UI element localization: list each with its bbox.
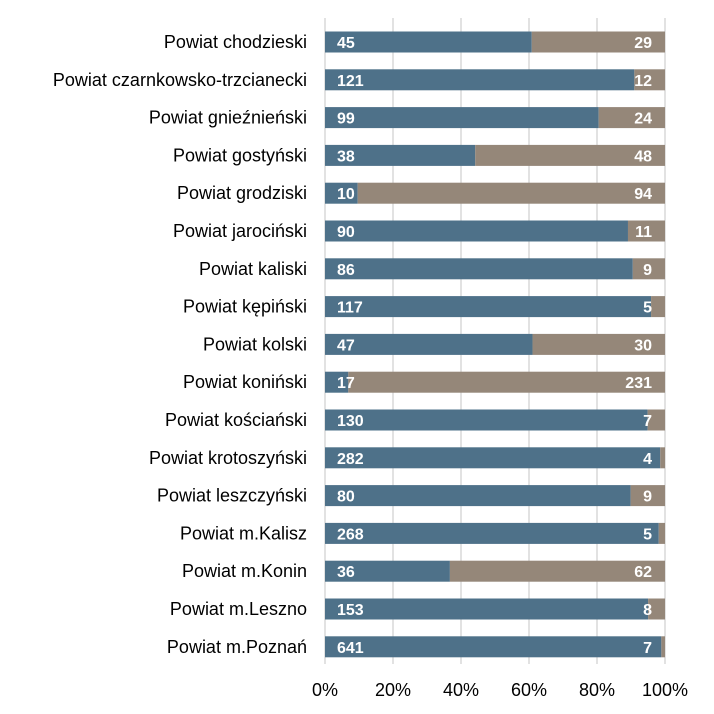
data-label-series-2: 94: [634, 186, 652, 203]
data-label-series-2: 62: [634, 564, 652, 581]
data-label-series-1: 268: [337, 526, 364, 543]
data-label-series-2: 4: [643, 451, 652, 468]
bar-segment-series-2: [648, 598, 665, 620]
bar-segment-series-2: [475, 144, 665, 166]
category-label: Powiat m.Leszno: [170, 599, 307, 619]
category-label: Powiat koniński: [183, 372, 307, 392]
data-label-series-1: 121: [337, 73, 364, 90]
bar-segment-series-1: [325, 522, 659, 544]
data-label-series-2: 5: [643, 526, 652, 543]
bar-segment-series-2: [632, 258, 665, 280]
bar-segment-series-1: [325, 371, 349, 393]
data-label-series-2: 7: [643, 640, 652, 657]
x-tick-label: 0%: [312, 680, 338, 700]
bar-segment-series-2: [357, 182, 665, 204]
data-label-series-1: 47: [337, 337, 355, 354]
bar-segment-series-1: [325, 598, 649, 620]
data-label-series-2: 12: [634, 73, 652, 90]
x-tick-label: 20%: [375, 680, 411, 700]
data-label-series-1: 641: [337, 640, 364, 657]
bar-segment-series-1: [325, 107, 599, 129]
x-tick-label: 40%: [443, 680, 479, 700]
bar-segment-series-1: [325, 560, 450, 582]
bar-segment-series-1: [325, 182, 358, 204]
data-label-series-2: 7: [643, 413, 652, 430]
bar-segment-series-2: [660, 447, 665, 469]
data-label-series-1: 282: [337, 451, 364, 468]
bar-segment-series-1: [325, 31, 532, 53]
data-label-series-2: 8: [643, 602, 652, 619]
bar-segment-series-1: [325, 409, 648, 431]
category-label: Powiat m.Kalisz: [180, 523, 307, 543]
data-label-series-2: 24: [634, 111, 652, 128]
data-label-series-1: 153: [337, 602, 364, 619]
bar-segment-series-1: [325, 636, 662, 658]
bar-segment-series-1: [325, 447, 661, 469]
data-label-series-1: 45: [337, 35, 355, 52]
data-label-series-1: 80: [337, 489, 355, 506]
bar-segment-series-2: [449, 560, 665, 582]
bar-segment-series-1: [325, 258, 633, 280]
category-label: Powiat m.Poznań: [167, 637, 307, 657]
bar-segment-series-2: [531, 31, 665, 53]
bar-segment-series-1: [325, 220, 628, 242]
bar-segment-series-2: [634, 69, 665, 91]
bar-segment-series-1: [325, 296, 652, 318]
category-label: Powiat kępiński: [183, 297, 307, 317]
bar-segment-series-2: [658, 522, 665, 544]
data-label-series-1: 117: [337, 300, 363, 317]
data-label-series-2: 231: [625, 375, 652, 392]
x-tick-label: 80%: [579, 680, 615, 700]
data-label-series-1: 36: [337, 564, 355, 581]
category-label: Powiat gnieźnieński: [149, 108, 307, 128]
data-label-series-2: 11: [635, 224, 652, 241]
category-label: Powiat m.Konin: [182, 561, 307, 581]
category-labels: Powiat chodzieski Powiat czarnkowsko-trzc…: [53, 32, 307, 657]
category-label: Powiat leszczyński: [157, 486, 307, 506]
data-label-series-2: 9: [643, 262, 652, 279]
category-label: Powiat kaliski: [199, 259, 307, 279]
bar-segment-series-2: [532, 333, 665, 355]
data-label-series-1: 90: [337, 224, 355, 241]
data-label-series-2: 29: [634, 35, 652, 52]
bar-segment-series-2: [647, 409, 665, 431]
data-label-series-1: 130: [337, 413, 364, 430]
bar-segment-series-1: [325, 333, 533, 355]
data-label-series-1: 99: [337, 111, 355, 128]
bar-segment-series-1: [325, 144, 476, 166]
bar-segment-series-2: [627, 220, 665, 242]
data-label-series-2: 5: [643, 300, 652, 317]
bar-segment-series-2: [661, 636, 665, 658]
data-label-series-2: 30: [634, 337, 652, 354]
bar-segment-series-2: [630, 485, 665, 507]
category-label: Powiat kolski: [203, 334, 307, 354]
x-tick-label: 60%: [511, 680, 547, 700]
data-label-series-1: 86: [337, 262, 355, 279]
data-label-series-1: 17: [337, 375, 355, 392]
bar-segment-series-1: [325, 485, 631, 507]
x-tick-label: 100%: [642, 680, 688, 700]
category-label: Powiat gostyński: [173, 145, 307, 165]
data-label-series-1: 10: [337, 186, 355, 203]
category-label: Powiat jarociński: [173, 221, 307, 241]
category-label: Powiat chodzieski: [164, 32, 307, 52]
bar-segment-series-1: [325, 69, 635, 91]
data-label-series-1: 38: [337, 148, 355, 165]
bar-segment-series-2: [348, 371, 665, 393]
category-label: Powiat czarnkowsko-trzcianecki: [53, 70, 307, 90]
category-label: Powiat krotoszyński: [149, 448, 307, 468]
x-axis-ticks: 0% 20% 40% 60% 80% 100%: [312, 680, 688, 700]
bar-segment-series-2: [651, 296, 665, 318]
category-label: Powiat grodziski: [177, 183, 307, 203]
category-label: Powiat kościański: [165, 410, 307, 430]
bars: [325, 31, 665, 658]
data-label-series-2: 9: [643, 489, 652, 506]
data-label-series-2: 48: [634, 148, 652, 165]
bar-segment-series-2: [598, 107, 665, 129]
